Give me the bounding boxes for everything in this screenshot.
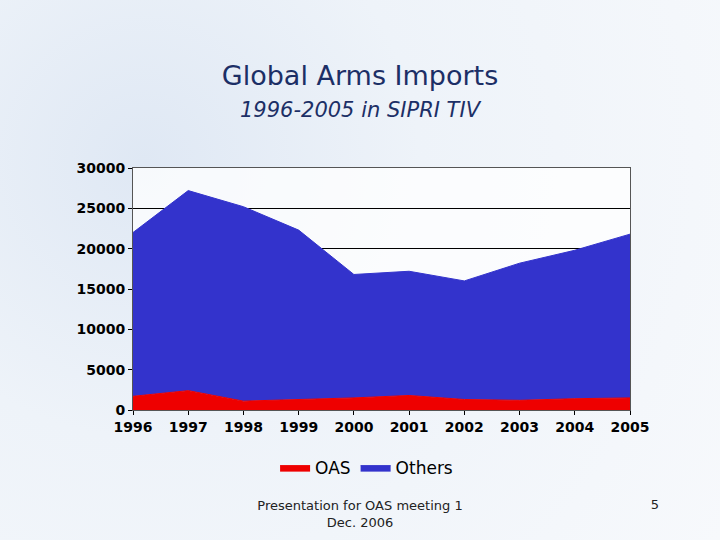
svg-text:0: 0 xyxy=(115,402,125,418)
html-text:1996-2005 in SIPRI TIV: 1996-2005 in SIPRI TIV xyxy=(240,98,480,122)
svg-text:2001: 2001 xyxy=(390,419,429,435)
html-text:Presentation for OAS meeting 1: Presentation for OAS meeting 1 Dec. 2006 xyxy=(257,498,463,530)
svg-text:2004: 2004 xyxy=(555,419,594,435)
svg-text:1998: 1998 xyxy=(224,419,263,435)
html-text:5: 5 xyxy=(650,497,660,512)
svg-text:Others: Others xyxy=(396,458,453,478)
svg-text:15000: 15000 xyxy=(76,281,125,297)
svg-text:2002: 2002 xyxy=(445,419,484,435)
svg-text:OAS: OAS xyxy=(315,458,351,478)
svg-text:25000: 25000 xyxy=(76,200,125,216)
svg-text:20000: 20000 xyxy=(76,241,125,257)
svg-text:1999: 1999 xyxy=(279,419,318,435)
svg-text:1997: 1997 xyxy=(169,419,208,435)
svg-text:5000: 5000 xyxy=(86,362,125,378)
svg-text:2003: 2003 xyxy=(500,419,539,435)
svg-text:30000: 30000 xyxy=(76,160,125,176)
svg-text:2005: 2005 xyxy=(611,419,650,435)
html-text:Global Arms Imports: Global Arms Imports xyxy=(221,60,499,91)
svg-text:2000: 2000 xyxy=(334,419,373,435)
svg-text:10000: 10000 xyxy=(76,321,125,337)
svg-text:1996: 1996 xyxy=(114,419,153,435)
